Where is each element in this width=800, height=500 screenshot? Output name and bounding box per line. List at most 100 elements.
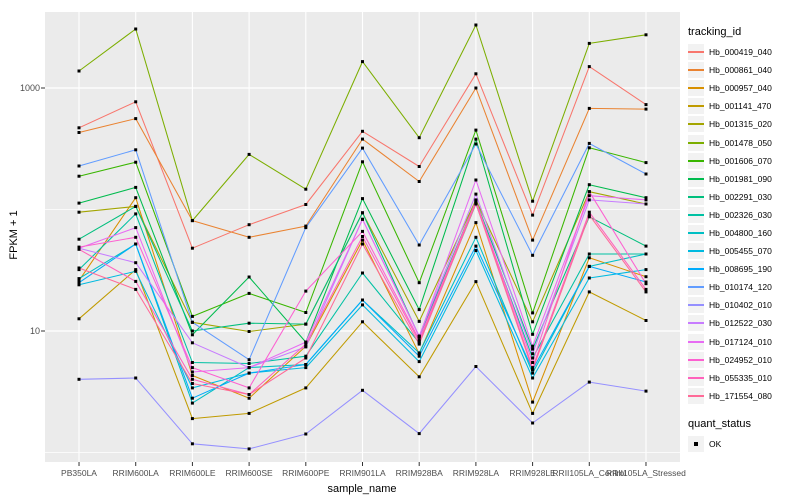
data-point: [134, 196, 138, 200]
data-point: [190, 361, 194, 364]
legend-item-label: Hb_001981_090: [709, 173, 772, 184]
legend-color-line-icon: [688, 358, 704, 361]
legend-color-line-icon: [688, 231, 704, 234]
data-point: [644, 287, 648, 291]
legend-key: [688, 152, 704, 169]
data-point: [531, 332, 535, 336]
data-point: [587, 213, 591, 217]
data-point: [134, 117, 138, 121]
legend-key: [688, 315, 704, 332]
data-point: [587, 41, 591, 45]
legend-item: Hb_000957_040: [688, 79, 800, 97]
legend-item-label: Hb_002291_030: [709, 191, 772, 202]
data-point: [134, 261, 138, 265]
data-point: [190, 370, 194, 374]
legend-item-label: Hb_010402_010: [709, 300, 772, 311]
legend-item-quant: OK: [688, 435, 800, 453]
data-point: [77, 210, 81, 214]
data-point: [134, 100, 138, 104]
data-point: [474, 128, 478, 132]
legend-key: [688, 435, 704, 452]
x-tick-label: RRIM928BA: [395, 468, 443, 478]
x-tick-label: RRIM600LA: [112, 468, 159, 478]
data-point: [304, 345, 308, 349]
data-point: [417, 375, 421, 379]
data-point: [361, 137, 364, 141]
legend-item-label: Hb_001141_470: [709, 101, 772, 112]
data-point: [247, 366, 251, 370]
legend-item: Hb_001981_090: [688, 170, 800, 188]
data-point: [531, 368, 535, 372]
data-point: [361, 129, 364, 133]
data-point: [587, 146, 591, 150]
legend-item-label: Hb_017124_010: [709, 336, 772, 347]
data-point: [644, 202, 648, 206]
data-point: [77, 131, 81, 134]
legend-item: Hb_000419_040: [688, 43, 800, 61]
data-point: [417, 360, 421, 364]
data-point: [417, 354, 421, 358]
data-point: [361, 197, 364, 201]
data-point: [531, 347, 535, 351]
x-tick-label: RRIM928LA: [452, 468, 500, 478]
legend-key: [688, 279, 704, 296]
data-point: [190, 219, 194, 223]
data-point: [190, 396, 194, 400]
data-point: [474, 192, 478, 196]
data-point: [247, 152, 251, 156]
data-point: [531, 411, 535, 415]
legend-item: Hb_017124_010: [688, 333, 800, 351]
square-point-icon: [694, 441, 698, 446]
data-point: [474, 142, 478, 146]
data-point: [361, 160, 364, 164]
data-point: [474, 178, 478, 182]
data-point: [361, 146, 364, 150]
legend-key: [688, 80, 704, 97]
data-point: [531, 311, 535, 315]
data-point: [304, 322, 308, 326]
legend-color-line-icon: [688, 268, 704, 271]
data-point: [247, 411, 251, 415]
data-point: [77, 126, 81, 130]
data-point: [417, 342, 421, 346]
data-point: [247, 447, 251, 451]
data-point: [644, 33, 648, 37]
x-axis-title: sample_name: [327, 483, 397, 495]
data-point: [304, 356, 308, 360]
data-point: [417, 340, 421, 343]
legend-color-line-icon: [688, 304, 704, 307]
legend-key: [688, 333, 704, 350]
legend-key: [688, 44, 704, 61]
data-point: [134, 148, 138, 152]
data-point: [361, 242, 364, 246]
y-tick-label: 10: [29, 325, 40, 336]
data-point: [361, 320, 364, 324]
data-point: [531, 356, 535, 360]
legend-color-line-icon: [688, 123, 704, 126]
data-point: [77, 277, 81, 281]
legend-item: Hb_001315_020: [688, 115, 800, 133]
data-point: [587, 106, 591, 110]
data-point: [531, 213, 535, 217]
data-point: [304, 226, 308, 230]
data-point: [587, 290, 591, 294]
data-point: [361, 211, 364, 215]
data-point: [644, 268, 648, 272]
legend-color-line-icon: [688, 322, 704, 325]
legend-item-label: Hb_000957_040: [709, 83, 772, 94]
legend-item: Hb_000861_040: [688, 61, 800, 79]
legend-key: [688, 116, 704, 133]
data-point: [134, 185, 138, 189]
data-point: [77, 283, 81, 287]
legend-item-label: Hb_012522_030: [709, 318, 772, 329]
data-point: [644, 107, 648, 111]
legend-item: Hb_008695_190: [688, 260, 800, 278]
data-point: [587, 256, 591, 260]
legend-item: Hb_010174_120: [688, 278, 800, 296]
legend-item: Hb_005455_070: [688, 242, 800, 260]
legend-item-label: Hb_005455_070: [709, 246, 772, 257]
data-point: [644, 280, 648, 284]
data-point: [474, 23, 478, 27]
legend-item-label: Hb_055335_010: [709, 372, 772, 383]
